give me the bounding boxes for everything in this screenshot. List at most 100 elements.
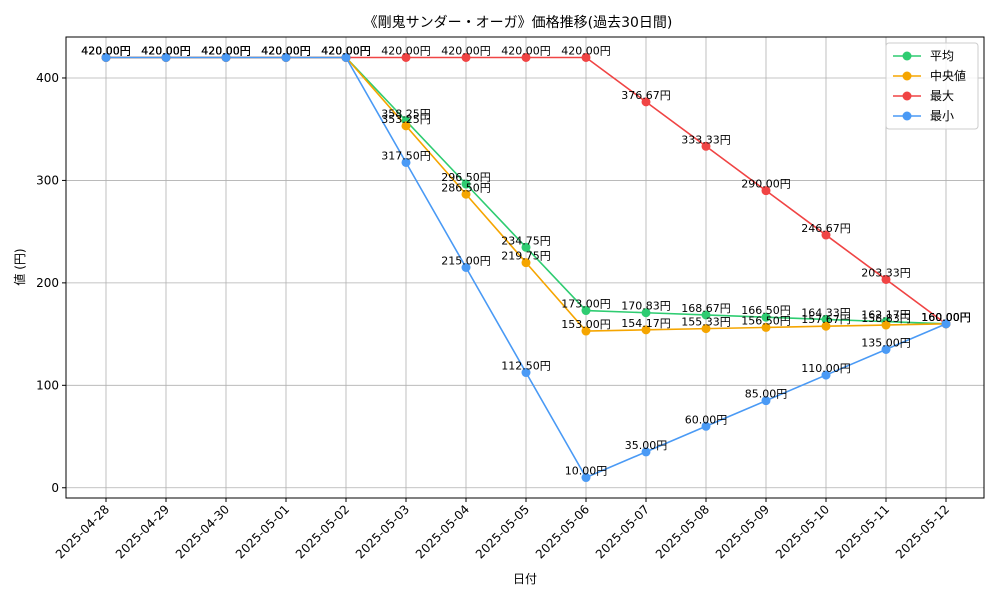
data-point [641,325,651,335]
data-label: 420.00円 [321,44,371,57]
data-point [701,141,711,151]
data-label: 296.50円 [441,171,491,184]
data-label: 376.67円 [621,89,671,102]
data-label: 160.00円 [921,311,971,324]
x-tick-label: 2025-05-01 [233,502,292,561]
data-point [581,52,591,62]
data-point [461,179,471,189]
x-tick-label: 2025-05-09 [713,502,772,561]
data-label: 420.00円 [81,44,131,57]
series-points [101,52,951,483]
data-label: 353.25円 [381,113,431,126]
x-tick-label: 2025-04-28 [53,502,112,561]
data-label: 420.00円 [141,44,191,57]
x-tick-label: 2025-05-07 [593,502,652,561]
legend-label: 最大 [930,89,954,103]
data-label: 420.00円 [261,44,311,57]
data-label: 420.00円 [81,44,131,57]
data-point [641,308,651,318]
data-point [461,263,471,272]
legend-swatch-marker [902,111,912,121]
data-point [521,242,531,252]
data-point [821,321,831,331]
data-label: 153.00円 [561,318,611,331]
data-point [461,189,471,199]
data-point [461,52,471,62]
x-tick-label: 2025-05-10 [773,502,832,561]
data-point [821,370,831,380]
data-label: 168.67円 [681,302,731,315]
data-label: 158.83円 [861,312,911,325]
data-label: 420.00円 [141,44,191,57]
data-point [701,310,711,320]
data-label: 160.00円 [921,311,971,324]
y-tick-label: 100 [36,378,59,392]
data-label: 219.75円 [501,250,551,263]
data-label: 420.00円 [81,44,131,57]
data-point [281,52,291,62]
data-point [761,396,771,406]
data-point [401,52,411,62]
data-label: 60.00円 [685,413,728,426]
data-point [941,319,951,329]
x-tick-label: 2025-04-30 [173,502,232,561]
data-label: 286.50円 [441,181,491,194]
data-point [521,368,531,378]
y-axis: 0 100 200 300 400 [36,71,66,495]
data-point [761,322,771,332]
data-label: 420.00円 [141,44,191,57]
data-point [161,52,171,62]
data-point [821,314,831,324]
data-point [521,258,531,268]
data-label: 420.00円 [201,44,251,57]
legend-swatch-marker [902,91,912,101]
data-label: 166.50円 [741,304,791,317]
data-label: 35.00円 [625,439,668,452]
data-label: 420.00円 [201,44,251,57]
data-label: 246.67円 [801,222,851,235]
legend-label: 中央値 [930,68,966,83]
x-axis: 2025-04-28 2025-04-29 2025-04-30 2025-05-01… [53,498,952,561]
x-tick-label: 2025-05-06 [533,502,592,561]
data-point [821,230,831,240]
data-label: 290.00円 [741,178,791,191]
legend-swatch-marker [902,71,912,81]
x-tick-label: 2025-05-11 [833,502,892,561]
data-point [581,473,591,483]
data-label: 420.00円 [501,44,551,57]
data-point [401,157,411,167]
data-label: 85.00円 [745,388,788,401]
data-point [701,421,711,431]
data-label: 420.00円 [321,44,371,57]
data-label: 420.00円 [261,44,311,57]
x-tick-label: 2025-05-04 [413,502,472,561]
data-label: 156.50円 [741,314,791,327]
data-label: 420.00円 [381,44,431,57]
y-tick-label: 0 [51,481,59,495]
data-point [521,52,531,62]
data-label: 420.00円 [321,44,371,57]
data-label: 112.50円 [501,360,551,373]
data-label: 420.00円 [141,44,191,57]
data-point [401,121,411,131]
data-point [761,312,771,322]
data-label: 420.00円 [321,44,371,57]
chart-title: 《剛鬼サンダー・オーガ》価格推移(過去30日間) [364,15,673,31]
data-label: 420.00円 [261,44,311,57]
data-point [101,52,111,62]
y-tick-label: 200 [36,276,59,290]
data-label: 164.33円 [801,306,851,319]
data-label: 157.67円 [801,313,851,326]
x-tick-label: 2025-05-05 [473,502,532,561]
x-axis-label: 日付 [513,572,537,586]
data-point [641,97,651,107]
data-point [701,324,711,334]
x-tick-label: 2025-05-12 [893,502,952,561]
data-label: 234.75円 [501,234,551,247]
data-label: 135.00円 [861,336,911,349]
data-labels: 420.00円 420.00円 420.00円 420.00円 420.00円 358.2… [81,44,971,477]
legend-box [885,42,979,130]
x-tick-label: 2025-05-02 [293,502,352,561]
